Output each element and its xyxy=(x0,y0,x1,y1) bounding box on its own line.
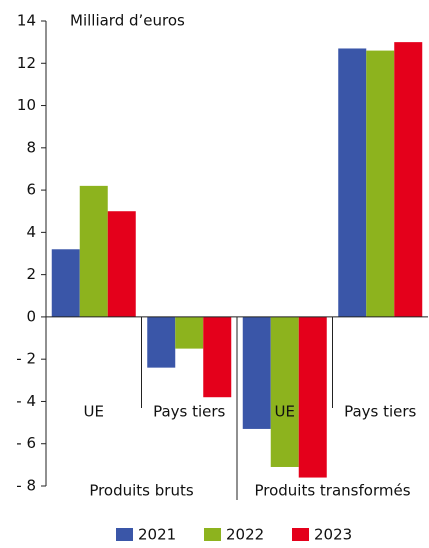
bar xyxy=(175,316,204,349)
x-tick-label: Pays tiers xyxy=(153,403,225,421)
bar xyxy=(147,316,176,368)
y-tick-label: - 2 xyxy=(16,350,36,368)
bar xyxy=(298,316,327,478)
y-tick-label: 0 xyxy=(26,307,36,325)
legend-label: 2021 xyxy=(138,526,176,544)
y-tick-label: 8 xyxy=(26,138,36,156)
y-tick-label: - 6 xyxy=(16,434,36,452)
legend-swatch xyxy=(292,528,309,541)
bar xyxy=(203,316,232,398)
bar xyxy=(242,316,271,429)
y-tick-label: 12 xyxy=(17,54,36,72)
y-tick-label: - 8 xyxy=(16,477,36,495)
legend-swatch xyxy=(116,528,133,541)
group-label: Produits transformés xyxy=(254,482,410,500)
bar xyxy=(107,211,136,317)
legend-label: 2022 xyxy=(226,526,264,544)
legend-label: 2023 xyxy=(314,526,352,544)
y-tick-label: 2 xyxy=(26,265,36,283)
legend-swatch xyxy=(204,528,221,541)
x-tick-label: Pays tiers xyxy=(344,403,416,421)
y-tick-label: 10 xyxy=(17,96,36,114)
y-tick-label: 6 xyxy=(26,181,36,199)
bar xyxy=(51,249,80,317)
y-tick-label: - 4 xyxy=(16,392,36,410)
bar xyxy=(338,48,367,317)
unit-label: Milliard d’euros xyxy=(70,12,185,30)
group-label: Produits bruts xyxy=(89,482,194,500)
y-tick-label: 4 xyxy=(26,223,36,241)
bar xyxy=(366,50,395,317)
x-tick-label: UE xyxy=(84,403,104,421)
y-tick-label: 14 xyxy=(17,12,36,30)
x-tick-label: UE xyxy=(275,403,295,421)
bar xyxy=(270,316,299,467)
bar xyxy=(79,185,108,317)
bar xyxy=(394,42,423,317)
